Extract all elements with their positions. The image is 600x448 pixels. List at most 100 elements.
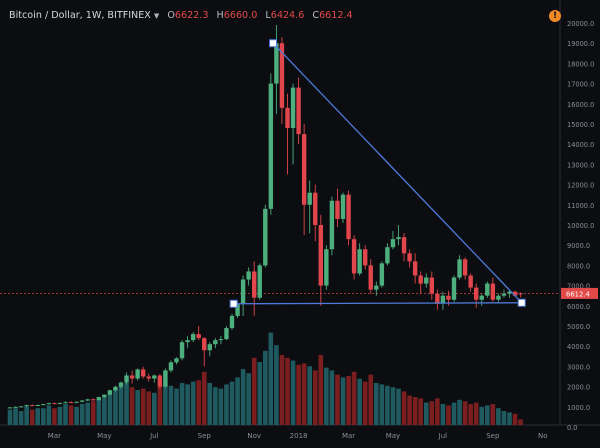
x-tick-label: May: [97, 432, 111, 440]
candle-body: [390, 239, 396, 248]
close-label: C: [312, 10, 320, 21]
candle-body: [429, 277, 434, 294]
volume-bar: [468, 404, 473, 425]
candle-body: [224, 328, 229, 340]
y-tick-label: 12000.0: [567, 182, 594, 190]
candle-body: [385, 247, 390, 264]
candle-body: [412, 261, 418, 276]
candle-body: [518, 293, 523, 295]
candle-body: [63, 402, 68, 404]
candle-body: [407, 253, 412, 262]
candle-body: [401, 237, 407, 254]
candle-body: [24, 405, 29, 407]
volume-bar: [24, 406, 29, 425]
y-tick-label: 20000.0: [567, 20, 594, 28]
x-tick-label: Sep: [198, 432, 212, 440]
volume-bar: [429, 401, 435, 425]
volume-bar: [451, 402, 457, 425]
high-label: H: [216, 10, 224, 21]
trendline-handle[interactable]: [229, 299, 238, 308]
volume-bar: [79, 404, 85, 425]
candle-body: [185, 340, 190, 343]
candle-body: [351, 239, 357, 274]
candle-body: [213, 340, 218, 345]
candle-body: [346, 194, 351, 240]
candle-body: [313, 192, 318, 225]
volume-bar: [329, 370, 335, 425]
volume-bar: [240, 369, 246, 425]
volume-bar: [157, 384, 163, 425]
volume-bar: [168, 385, 174, 425]
x-tick-label: Mar: [48, 432, 61, 440]
volume-bar: [129, 387, 135, 425]
candle-body: [79, 400, 85, 402]
candle-body: [7, 407, 13, 409]
last-price-label: 6612.4: [566, 290, 590, 298]
volume-bar: [18, 411, 24, 425]
alert-icon[interactable]: !: [549, 10, 561, 22]
volume-bar: [224, 384, 229, 425]
x-tick-label: Jul: [149, 432, 159, 440]
candle-body: [91, 399, 96, 401]
volume-bar: [41, 408, 46, 425]
volume-bar: [257, 362, 263, 425]
volume-bar: [301, 363, 307, 425]
volume-bar: [374, 383, 379, 425]
candle-body: [307, 192, 312, 205]
y-tick-label: 15000.0: [567, 121, 594, 129]
candle-body: [141, 369, 146, 377]
volume-bar: [490, 404, 496, 425]
candle-body: [496, 295, 501, 300]
candle-body: [85, 399, 90, 401]
candle-body: [374, 285, 379, 290]
volume-bar: [479, 406, 485, 425]
volume-bar: [163, 381, 168, 425]
volume-bar: [473, 402, 479, 425]
candle-body: [235, 303, 240, 316]
volume-bar: [218, 388, 224, 425]
candle-body: [96, 397, 101, 401]
volume-bar: [501, 411, 507, 425]
candle-body: [74, 401, 79, 403]
volume-bar: [279, 355, 285, 425]
volume-bar: [368, 374, 374, 425]
volume-bar: [440, 404, 446, 425]
trendline[interactable]: [272, 42, 523, 304]
volume-bar: [512, 413, 518, 425]
volume-bar: [152, 392, 157, 425]
y-tick-label: 19000.0: [567, 40, 594, 48]
volume-bar: [135, 390, 140, 425]
y-tick-label: 13000.0: [567, 161, 594, 169]
candle-body: [335, 200, 340, 219]
volume-bar: [379, 384, 385, 425]
symbol-title[interactable]: Bitcoin / Dollar, 1W, BITFINEX: [9, 10, 151, 21]
volume-bar: [324, 367, 329, 425]
candle-body: [202, 338, 207, 351]
candle-body: [229, 315, 235, 329]
volume-bar: [446, 405, 451, 425]
trendline-handle[interactable]: [517, 298, 526, 307]
volume-bar: [274, 345, 279, 425]
volume-bar: [396, 388, 401, 425]
volume-bar: [412, 397, 418, 425]
trendline-handle[interactable]: [269, 39, 278, 48]
candle-body: [368, 265, 373, 290]
volume-bar: [351, 371, 357, 425]
y-tick-label: 11000.0: [567, 202, 594, 210]
candle-body: [102, 394, 107, 398]
trendline[interactable]: [233, 302, 522, 305]
candle-body: [163, 370, 168, 387]
volume-bar: [118, 385, 124, 425]
volume-bar: [207, 383, 213, 425]
candle-body: [357, 249, 362, 274]
symbol-dropdown-icon[interactable]: ▼: [153, 12, 160, 20]
candle-body: [501, 293, 507, 296]
volume-bar: [407, 395, 412, 425]
volume-bar: [462, 401, 468, 425]
volume-bar: [196, 380, 201, 425]
volume-bar: [251, 357, 257, 425]
volume-bar: [335, 374, 340, 425]
open-value: 6622.3: [174, 10, 209, 21]
